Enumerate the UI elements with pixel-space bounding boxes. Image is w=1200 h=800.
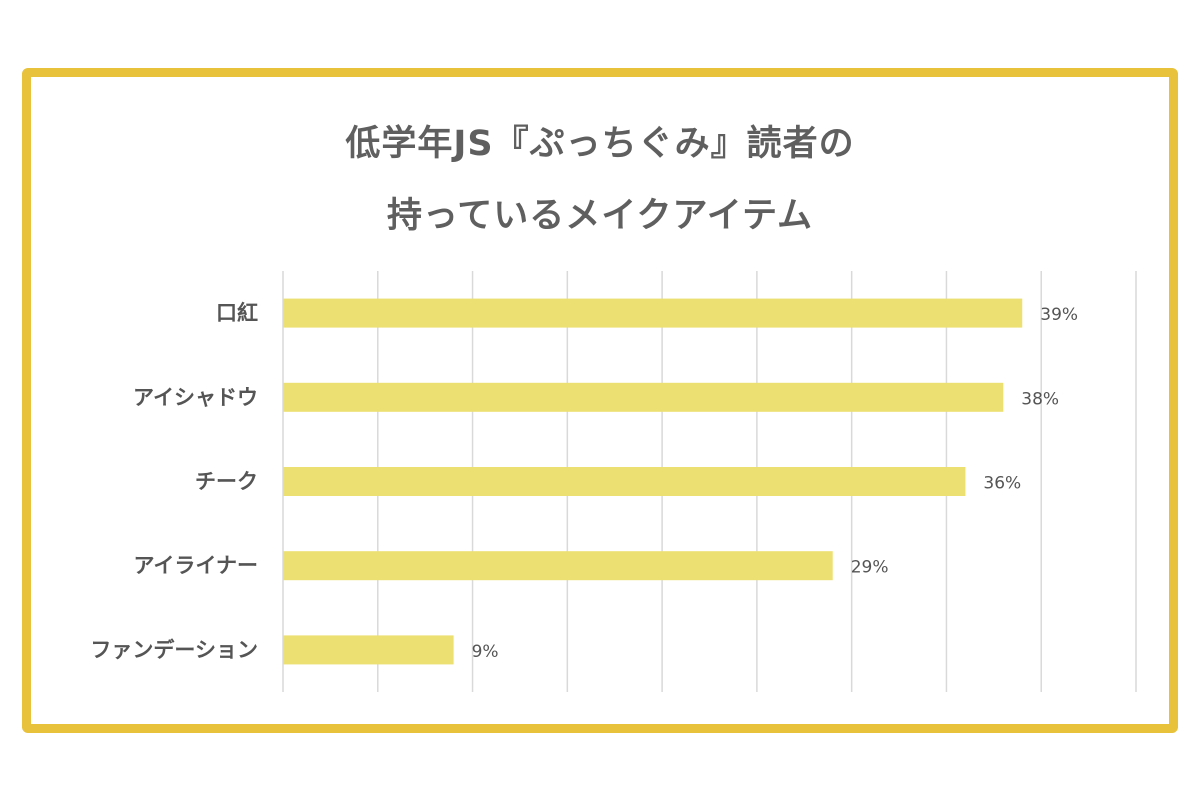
- category-label: ファンデーション: [90, 638, 258, 662]
- category-label: 口紅: [216, 301, 258, 325]
- category-label: アイシャドウ: [133, 385, 258, 409]
- value-label: 36%: [983, 474, 1021, 494]
- category-label: アイライナー: [133, 554, 258, 578]
- value-label: 39%: [1040, 305, 1078, 325]
- chart-title-line-2: 持っているメイクアイテム: [386, 196, 814, 236]
- chart-title-line-1: 低学年JS『ぷっちぐみ』読者の: [345, 124, 855, 164]
- labels: 口紅 39% アイシャドウ 38% チーク 36% アイライナー 29% ファンデーション 9%: [90, 301, 1078, 662]
- bar: [283, 551, 833, 581]
- value-label: 9%: [472, 642, 499, 662]
- value-label: 38%: [1021, 389, 1059, 409]
- category-label: チーク: [195, 470, 258, 494]
- bars: [283, 298, 1023, 665]
- bar: [283, 467, 966, 496]
- bar: [283, 382, 1004, 412]
- value-label: 29%: [851, 558, 889, 578]
- bar: [283, 635, 454, 665]
- bar: [283, 298, 1023, 328]
